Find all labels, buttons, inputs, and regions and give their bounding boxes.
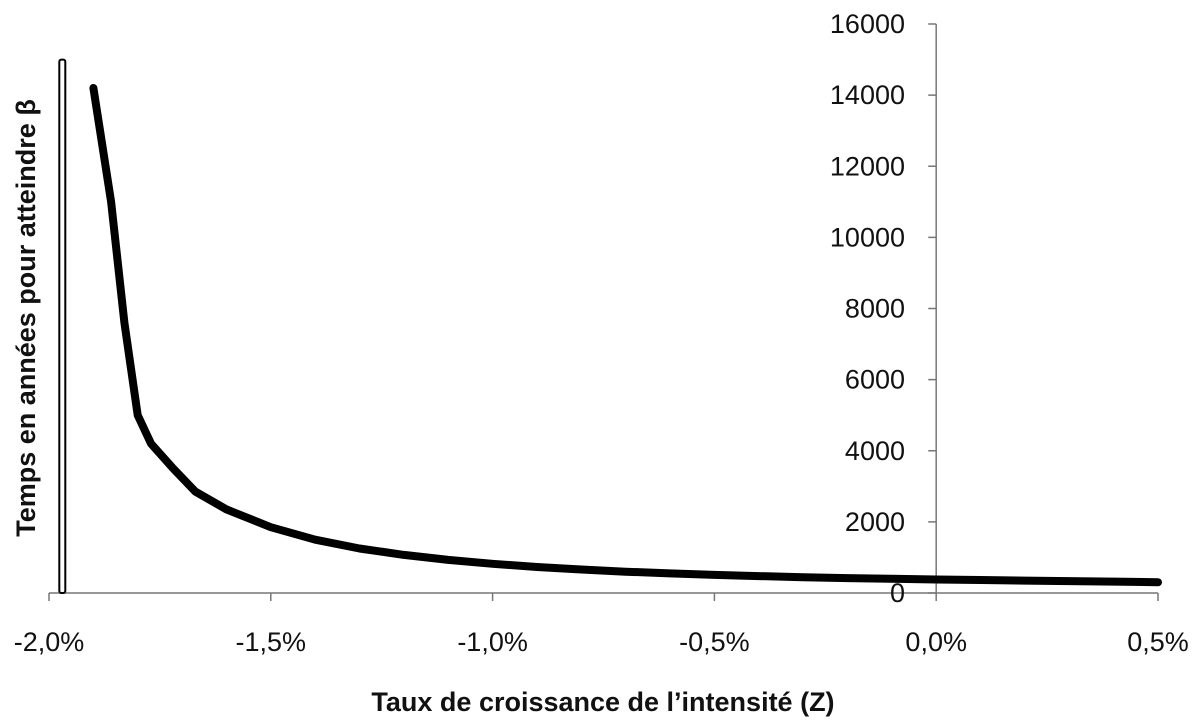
y-tick-labels: 0 2000 4000 6000 8000 10000 12000 14000 16000 xyxy=(830,9,905,608)
y-tick-label: 8000 xyxy=(845,294,905,324)
x-axis-title: Taux de croissance de l’intensité (Z) xyxy=(371,687,834,717)
y-tick-label: 0 xyxy=(890,578,905,608)
asymptote-bar xyxy=(58,58,67,594)
x-tick-label: 0,0% xyxy=(905,627,967,657)
asymptote-marker xyxy=(58,58,67,594)
y-tick-label: 12000 xyxy=(830,151,905,181)
y-tick-label: 16000 xyxy=(830,9,905,39)
x-tick-labels: -2,0% -1,5% -1,0% -0,5% 0,0% 0,5% xyxy=(14,627,1189,657)
y-tick-label: 2000 xyxy=(845,507,905,537)
y-tick-label: 10000 xyxy=(830,222,905,252)
series-line xyxy=(89,84,1162,587)
series xyxy=(89,84,1162,587)
x-tick-label: -0,5% xyxy=(679,627,750,657)
y-tick-label: 4000 xyxy=(845,436,905,466)
axes xyxy=(48,23,1159,601)
y-tick-label: 14000 xyxy=(830,80,905,110)
x-tick-label: 0,5% xyxy=(1127,627,1189,657)
x-tick-label: -1,0% xyxy=(457,627,528,657)
y-axis-title: Temps en années pour atteindre β xyxy=(11,99,41,537)
y-tick-label: 6000 xyxy=(845,365,905,395)
x-tick-label: -1,5% xyxy=(236,627,307,657)
x-tick-label: -2,0% xyxy=(14,627,85,657)
